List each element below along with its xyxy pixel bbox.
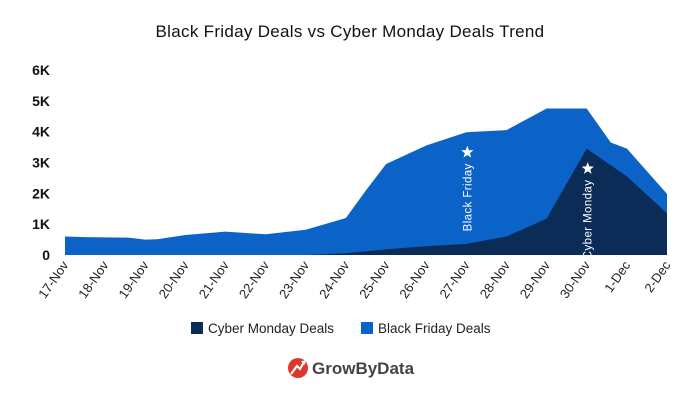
y-tick-label: 0: [42, 247, 50, 263]
brand-logo: GrowByData: [288, 358, 415, 378]
x-tick-label: 29-Nov: [517, 258, 554, 301]
y-tick-label: 6K: [32, 62, 50, 78]
plot-area: [65, 108, 667, 255]
area-series-cyber-monday-deals: [265, 148, 667, 255]
growth-arrow-icon: [288, 358, 308, 378]
annotation-label: Cyber Monday: [583, 180, 595, 260]
star-icon: [461, 145, 474, 158]
annotation-label: Black Friday: [462, 163, 474, 231]
x-tick-label: 19-Nov: [115, 258, 152, 301]
y-tick-label: 1K: [32, 216, 50, 232]
x-tick-label: 27-Nov: [436, 258, 473, 301]
y-tick-label: 4K: [32, 124, 50, 140]
legend-swatch-black-friday: [361, 322, 373, 334]
area-series-black-friday-deals: [65, 108, 667, 255]
legend-label-cyber-monday: Cyber Monday Deals: [208, 321, 334, 336]
x-tick-label: 23-Nov: [276, 258, 313, 301]
y-axis: 0 1K 2K 3K 4K 5K 6K: [32, 62, 50, 263]
x-tick-label: 2-Dec: [641, 258, 673, 295]
x-tick-label: 21-Nov: [196, 258, 233, 301]
legend: Cyber Monday Deals Black Friday Deals: [191, 321, 491, 336]
y-tick-label: 3K: [32, 155, 50, 171]
x-tick-label: 20-Nov: [156, 258, 193, 301]
y-tick-label: 2K: [32, 185, 50, 201]
legend-swatch-cyber-monday: [191, 322, 203, 334]
chart-title: Black Friday Deals vs Cyber Monday Deals…: [156, 22, 545, 41]
x-tick-label: 24-Nov: [316, 258, 353, 301]
brand-name: GrowByData: [312, 359, 415, 378]
x-tick-label: 28-Nov: [477, 258, 514, 301]
x-tick-label: 26-Nov: [396, 258, 433, 301]
x-tick-label: 25-Nov: [356, 258, 393, 301]
x-axis: 17-Nov 18-Nov 19-Nov 20-Nov 21-Nov 22-Nov 23-N…: [35, 258, 674, 301]
x-tick-label: 1-Dec: [601, 258, 633, 295]
y-tick-label: 5K: [32, 93, 50, 109]
x-tick-label: 22-Nov: [236, 258, 273, 301]
legend-label-black-friday: Black Friday Deals: [378, 321, 491, 336]
x-tick-label: 18-Nov: [75, 258, 112, 301]
x-tick-label: 17-Nov: [35, 258, 72, 301]
x-tick-label: 30-Nov: [557, 258, 594, 301]
star-icon: [581, 162, 594, 174]
annotations: Black Friday Cyber Monday: [461, 145, 595, 260]
